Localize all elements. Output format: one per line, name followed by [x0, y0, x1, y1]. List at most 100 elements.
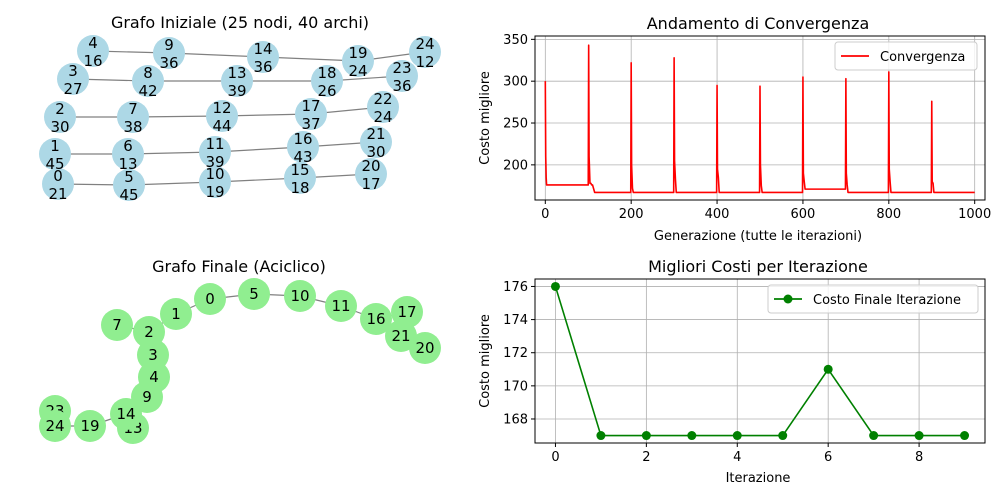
final-node-7 — [101, 309, 133, 341]
initial-graph-panel: Grafo Iniziale (25 nodi, 40 archi) 02114… — [39, 13, 441, 204]
final-node-5 — [238, 278, 270, 310]
iteration-legend-marker — [783, 294, 793, 304]
initial-node-label-7: 7 — [128, 100, 138, 118]
convergence-legend-box — [834, 41, 978, 71]
initial-node-label-16: 16 — [293, 130, 312, 148]
initial-node-label-14: 14 — [253, 40, 272, 58]
initial-node-label-21: 21 — [366, 125, 385, 143]
initial-node-6 — [112, 138, 144, 170]
initial-node-weight-2: 30 — [50, 118, 69, 136]
initial-node-label-19: 19 — [348, 44, 367, 62]
iteration-ticks: 0 2 4 6 8 168 170 172 174 176 — [503, 280, 923, 465]
initial-node-weight-9: 36 — [159, 54, 178, 72]
convergence-tick-label-x-800: 800 — [876, 207, 901, 222]
initial-node-weight-7: 38 — [123, 118, 142, 136]
initial-node-7 — [117, 101, 149, 133]
final-node-16 — [360, 303, 392, 335]
initial-node-16 — [287, 131, 319, 163]
iteration-axes-frame — [534, 278, 986, 444]
initial-node-weight-18: 26 — [317, 82, 336, 100]
initial-node-weight-22: 24 — [373, 108, 392, 126]
convergence-legend: Convergenza — [834, 41, 978, 71]
final-node-14 — [110, 398, 142, 430]
iteration-point-8 — [914, 431, 924, 441]
initial-node-label-6: 6 — [123, 137, 133, 155]
convergence-y-axis-label: Costo migliore — [478, 71, 493, 165]
iteration-tick-label-y-172: 172 — [503, 346, 528, 361]
final-node-label-14: 14 — [116, 405, 135, 423]
initial-node-weight-20: 17 — [361, 175, 380, 193]
convergence-chart: Andamento di Convergenza Generazione (tu… — [478, 14, 991, 244]
final-node-0 — [194, 283, 226, 315]
initial-node-weight-19: 24 — [348, 62, 367, 80]
initial-node-label-3: 3 — [68, 62, 78, 80]
initial-graph-nodes: 0211452303274165456137388429361019113912… — [39, 34, 441, 204]
iteration-point-5 — [778, 431, 788, 441]
initial-node-23 — [386, 60, 418, 92]
initial-node-label-24: 24 — [415, 35, 434, 53]
initial-node-17 — [295, 98, 327, 130]
convergence-tick-label-x-200: 200 — [619, 207, 644, 222]
initial-node-label-23: 23 — [392, 59, 411, 77]
final-node-label-2: 2 — [144, 323, 154, 341]
initial-node-19 — [342, 45, 374, 77]
initial-node-label-10: 10 — [205, 165, 224, 183]
final-node-label-4: 4 — [149, 368, 159, 386]
final-node-19 — [74, 410, 106, 442]
final-node-label-24: 24 — [45, 417, 64, 435]
initial-node-13 — [221, 65, 253, 97]
initial-node-label-9: 9 — [164, 36, 174, 54]
initial-node-21 — [360, 126, 392, 158]
iteration-point-2 — [641, 431, 651, 441]
initial-node-11 — [199, 136, 231, 168]
initial-node-4 — [77, 35, 109, 67]
iteration-chart-title: Migliori Costi per Iterazione — [648, 257, 868, 276]
iteration-series-line-0 — [554, 286, 965, 437]
iteration-tick-label-x-6: 6 — [824, 450, 832, 465]
initial-node-label-1: 1 — [50, 137, 60, 155]
final-node-label-10: 10 — [290, 287, 309, 305]
initial-node-weight-3: 27 — [63, 80, 82, 98]
final-node-label-7: 7 — [112, 316, 122, 334]
final-node-label-0: 0 — [205, 290, 215, 308]
initial-node-weight-8: 42 — [138, 82, 157, 100]
final-graph-panel: Grafo Finale (Aciclico) 0123457910111314… — [39, 257, 441, 444]
final-node-10 — [284, 280, 316, 312]
iteration-point-9 — [960, 431, 970, 441]
initial-node-22 — [367, 91, 399, 123]
initial-node-label-4: 4 — [88, 34, 98, 52]
final-node-label-11: 11 — [331, 297, 350, 315]
final-graph-nodes: 012345791011131416171920212324 — [39, 278, 441, 444]
convergence-tick-label-x-0: 0 — [541, 207, 549, 222]
convergence-tick-label-y-300: 300 — [503, 75, 528, 90]
iteration-y-axis-label: Costo migliore — [478, 314, 493, 408]
initial-node-12 — [206, 100, 238, 132]
initial-node-weight-14: 36 — [253, 58, 272, 76]
convergence-axes-frame — [534, 35, 986, 201]
convergence-series-line-0 — [544, 44, 975, 194]
final-node-label-1: 1 — [171, 305, 181, 323]
initial-node-15 — [284, 162, 316, 194]
initial-node-label-22: 22 — [373, 90, 392, 108]
iteration-point-4 — [732, 431, 742, 441]
initial-node-1 — [39, 138, 71, 170]
initial-node-20 — [355, 158, 387, 190]
initial-node-weight-17: 37 — [301, 115, 320, 133]
initial-node-0 — [42, 168, 74, 200]
initial-node-weight-0: 21 — [48, 185, 67, 203]
convergence-tick-label-y-350: 350 — [503, 33, 528, 48]
iteration-tick-label-y-174: 174 — [503, 313, 528, 328]
initial-node-label-12: 12 — [212, 99, 231, 117]
initial-node-label-15: 15 — [290, 161, 309, 179]
iteration-tick-label-x-4: 4 — [733, 450, 741, 465]
initial-node-24 — [409, 36, 441, 68]
iteration-tick-label-x-0: 0 — [551, 450, 559, 465]
initial-node-weight-15: 18 — [290, 179, 309, 197]
iteration-point-1 — [596, 431, 606, 441]
final-node-label-17: 17 — [397, 303, 416, 321]
iteration-plot-area — [550, 281, 970, 441]
convergence-x-axis-label: Generazione (tutte le iterazioni) — [654, 229, 862, 244]
final-node-24 — [39, 410, 71, 442]
initial-node-weight-4: 16 — [83, 52, 102, 70]
